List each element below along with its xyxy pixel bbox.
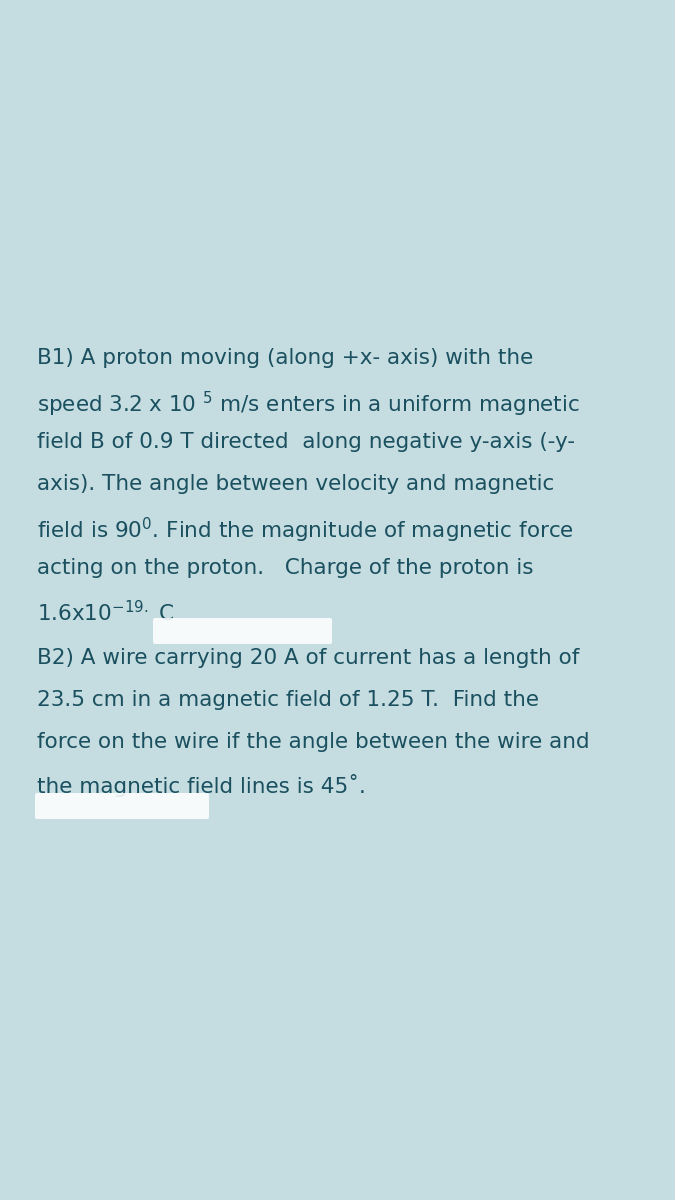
- Text: force on the wire if the angle between the wire and: force on the wire if the angle between t…: [37, 732, 590, 752]
- Text: B2) A wire carrying 20 A of current has a length of: B2) A wire carrying 20 A of current has …: [37, 648, 579, 668]
- Text: 1.6x10$^{-19.}$ C: 1.6x10$^{-19.}$ C: [37, 600, 174, 625]
- Text: field is 90$^0$. Find the magnitude of magnetic force: field is 90$^0$. Find the magnitude of m…: [37, 516, 574, 545]
- Text: speed 3.2 x 10 $^5$ m/s enters in a uniform magnetic: speed 3.2 x 10 $^5$ m/s enters in a unif…: [37, 390, 580, 419]
- Text: axis). The angle between velocity and magnetic: axis). The angle between velocity and ma…: [37, 474, 554, 494]
- Text: the magnetic field lines is 45˚.: the magnetic field lines is 45˚.: [37, 774, 366, 797]
- FancyBboxPatch shape: [153, 618, 332, 644]
- Text: acting on the proton.   Charge of the proton is: acting on the proton. Charge of the prot…: [37, 558, 533, 578]
- Text: B1) A proton moving (along +x- axis) with the: B1) A proton moving (along +x- axis) wit…: [37, 348, 533, 368]
- FancyBboxPatch shape: [35, 793, 209, 818]
- Text: field B of 0.9 T directed  along negative y-axis (-y-: field B of 0.9 T directed along negative…: [37, 432, 575, 452]
- Text: 23.5 cm in a magnetic field of 1.25 T.  Find the: 23.5 cm in a magnetic field of 1.25 T. F…: [37, 690, 539, 710]
